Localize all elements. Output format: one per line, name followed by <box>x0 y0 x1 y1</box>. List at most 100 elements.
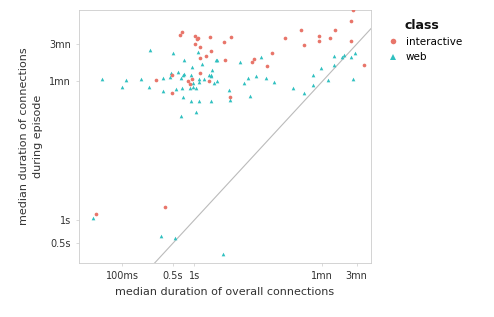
Point <box>191 42 199 47</box>
Point <box>166 74 174 80</box>
Point <box>186 81 194 86</box>
Point <box>195 79 203 84</box>
Point <box>315 34 323 39</box>
Point <box>262 75 270 80</box>
Point <box>192 85 200 90</box>
Point <box>347 55 355 60</box>
Point <box>349 76 357 81</box>
Point <box>195 98 203 103</box>
Point <box>137 76 145 81</box>
Point <box>152 77 160 82</box>
Point <box>194 36 202 41</box>
Point <box>118 84 126 89</box>
Point <box>167 70 175 75</box>
Point <box>309 82 317 87</box>
Point <box>281 35 289 40</box>
Point <box>177 113 185 118</box>
Point <box>176 33 184 38</box>
Point <box>248 59 256 64</box>
Point <box>197 71 205 76</box>
Point <box>206 98 214 103</box>
Y-axis label: median duration of connections
during episode: median duration of connections during ep… <box>19 48 43 225</box>
Point <box>221 58 229 63</box>
Point <box>289 85 297 90</box>
Point <box>200 77 208 82</box>
Point <box>187 72 195 77</box>
Point <box>226 98 234 103</box>
Point <box>194 37 202 42</box>
Point <box>167 90 175 95</box>
Point <box>178 30 186 35</box>
Point <box>191 33 199 38</box>
Point <box>174 70 182 75</box>
Point <box>122 77 130 82</box>
Point <box>205 72 213 77</box>
Point <box>340 52 348 57</box>
Point <box>206 78 213 83</box>
Point <box>347 38 355 43</box>
Point <box>161 205 169 210</box>
Point <box>160 88 167 93</box>
Point <box>257 55 265 60</box>
Point <box>192 110 200 115</box>
Point <box>309 72 317 77</box>
Point <box>145 84 153 89</box>
Point <box>349 7 357 12</box>
Point <box>325 77 332 82</box>
Point <box>186 86 194 91</box>
Point <box>219 251 227 256</box>
Point <box>300 91 308 96</box>
Point <box>347 18 355 23</box>
Point <box>297 28 305 33</box>
Point <box>178 85 186 90</box>
Point <box>268 51 276 56</box>
Legend: interactive, web: interactive, web <box>378 15 466 67</box>
Point <box>360 62 368 67</box>
Point <box>208 68 216 73</box>
Point <box>179 94 187 99</box>
Point <box>146 48 154 53</box>
Point <box>188 64 196 69</box>
Point <box>159 75 167 80</box>
Point <box>247 94 254 99</box>
Point <box>263 64 271 69</box>
Point <box>207 74 215 79</box>
Point <box>225 87 233 92</box>
Point <box>89 216 97 221</box>
Point <box>202 53 210 58</box>
Point <box>330 62 338 67</box>
Point <box>226 94 234 99</box>
Point <box>337 54 345 59</box>
Point <box>171 236 179 241</box>
Point <box>213 79 221 84</box>
Point <box>270 79 278 84</box>
Point <box>240 81 248 86</box>
Point <box>194 49 202 55</box>
X-axis label: median duration of overall connections: median duration of overall connections <box>115 287 334 297</box>
Point <box>317 65 325 70</box>
Point <box>300 42 308 47</box>
Point <box>189 81 197 86</box>
Point <box>351 50 359 55</box>
Point <box>187 98 195 103</box>
Point <box>189 85 197 90</box>
Point <box>180 58 188 63</box>
Point <box>177 75 185 81</box>
Point <box>184 78 192 83</box>
Point <box>210 81 218 86</box>
Point <box>330 54 338 59</box>
Point <box>206 34 214 39</box>
Point <box>179 73 187 78</box>
Point <box>172 87 180 92</box>
Point <box>220 39 228 44</box>
Point <box>196 45 204 50</box>
Point <box>245 75 252 80</box>
Point <box>196 55 204 61</box>
Point <box>198 61 206 66</box>
Point <box>213 57 221 62</box>
Point <box>236 59 244 64</box>
Point <box>92 212 100 217</box>
Point <box>326 36 334 41</box>
Point <box>169 50 177 55</box>
Point <box>331 28 339 33</box>
